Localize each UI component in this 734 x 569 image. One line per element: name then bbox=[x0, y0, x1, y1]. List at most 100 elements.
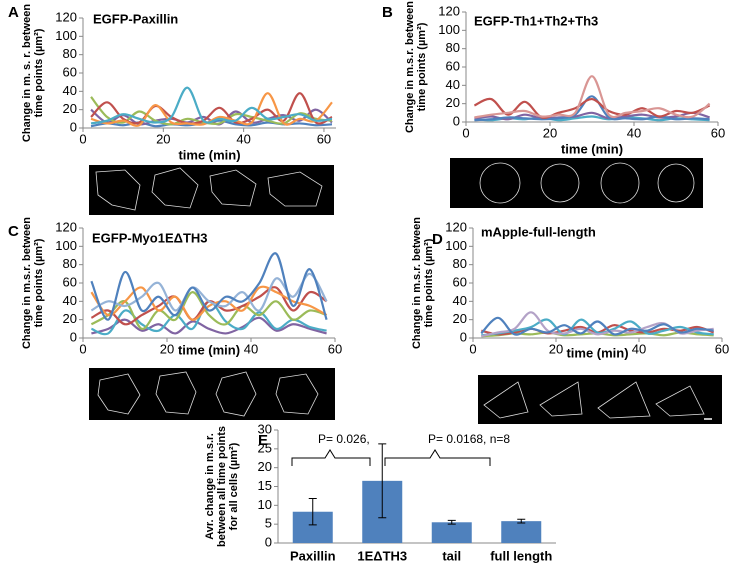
cell-outline bbox=[215, 371, 257, 417]
line-series bbox=[90, 92, 333, 125]
x-tick-label: 60 bbox=[328, 341, 342, 356]
cell-outline bbox=[655, 385, 705, 417]
y-tick-label: 120 bbox=[438, 3, 460, 18]
y-tick-label: 60 bbox=[446, 58, 460, 73]
y-axis-label: Change in m.s.r. between bbox=[411, 217, 423, 349]
x-tick-label: 0 bbox=[469, 341, 476, 356]
bracket bbox=[291, 449, 371, 466]
line-series bbox=[481, 318, 714, 337]
panel-label: E bbox=[258, 432, 268, 449]
cell-outline bbox=[600, 162, 640, 204]
y-tick-label: 30 bbox=[258, 421, 272, 436]
error-bar bbox=[308, 498, 317, 526]
line-series bbox=[90, 86, 333, 125]
chart-title: EGFP-Th1+Th2+Th3 bbox=[474, 13, 598, 28]
line-series bbox=[474, 95, 710, 122]
y-tick-label: 80 bbox=[63, 256, 77, 271]
y-tick-label: 20 bbox=[63, 311, 77, 326]
x-tick-label: 60 bbox=[715, 341, 729, 356]
x-tick-label: 20 bbox=[156, 131, 170, 146]
y-tick-label: 0 bbox=[460, 329, 467, 344]
y-tick-label: 100 bbox=[438, 22, 460, 37]
y-tick-label: 5 bbox=[265, 516, 272, 531]
cell-image bbox=[478, 375, 722, 424]
bar bbox=[501, 521, 542, 543]
y-tick-label: 0 bbox=[70, 329, 77, 344]
x-tick-label: 40 bbox=[236, 131, 250, 146]
chart-title: mApple-full-length bbox=[481, 224, 596, 239]
cell-outline bbox=[540, 163, 580, 203]
cell-outline bbox=[95, 169, 141, 211]
bar bbox=[431, 522, 472, 543]
y-axis-label: Change in m. s. r. between bbox=[21, 4, 33, 142]
x-tick-label: 0 bbox=[79, 341, 86, 356]
y-tick-label: 60 bbox=[453, 274, 467, 289]
y-tick-label: 60 bbox=[63, 64, 77, 79]
line-series bbox=[90, 291, 327, 330]
y-axis-label: Change in m.s.r. between bbox=[404, 1, 416, 133]
cell-outline bbox=[479, 162, 521, 204]
y-tick-label: 0 bbox=[453, 113, 460, 128]
y-tick-label: 20 bbox=[63, 101, 77, 116]
line-series bbox=[90, 285, 328, 321]
y-tick-label: 120 bbox=[55, 219, 77, 234]
cell-outline bbox=[155, 371, 197, 415]
x-tick-label: full length bbox=[490, 548, 552, 563]
y-tick-label: 100 bbox=[445, 238, 467, 253]
x-tick-label: 60 bbox=[317, 131, 331, 146]
y-tick-label: 100 bbox=[55, 238, 77, 253]
y-tick-label: 20 bbox=[453, 311, 467, 326]
x-tick-label: 20 bbox=[549, 341, 563, 356]
y-tick-label: 15 bbox=[258, 478, 272, 493]
y-tick-label: 120 bbox=[55, 9, 77, 24]
panel-label: C bbox=[8, 223, 19, 240]
cell-outline bbox=[483, 381, 529, 419]
cell-outline bbox=[657, 163, 695, 203]
y-tick-label: 80 bbox=[453, 256, 467, 271]
y-tick-label: 120 bbox=[445, 219, 467, 234]
y-axis-label: time points (µm²) bbox=[33, 28, 45, 117]
y-axis-label: time points (µm²) bbox=[33, 238, 45, 327]
x-tick-label: 20 bbox=[543, 125, 557, 140]
cell-images bbox=[89, 158, 722, 424]
annotation: P= 0.026, bbox=[318, 432, 370, 446]
panel-label: A bbox=[8, 4, 19, 21]
cell-outline bbox=[539, 381, 583, 417]
line-series bbox=[480, 316, 714, 336]
y-axis-label: between all time points bbox=[216, 426, 228, 547]
x-tick-label: 40 bbox=[244, 341, 258, 356]
x-tick-label: Paxillin bbox=[290, 548, 336, 563]
x-tick-label: 0 bbox=[462, 125, 469, 140]
x-axis-label: time (min) bbox=[178, 147, 240, 162]
y-tick-label: 40 bbox=[446, 77, 460, 92]
y-axis-label: for all cells (µm²) bbox=[228, 442, 240, 530]
y-axis-label: time points (µm²) bbox=[423, 238, 435, 327]
y-tick-label: 80 bbox=[446, 40, 460, 55]
y-tick-label: 20 bbox=[446, 95, 460, 110]
y-axis-label: time points (µm²) bbox=[416, 22, 428, 111]
x-tick-label: 0 bbox=[79, 131, 86, 146]
chart-title: EGFP-Myo1EΔTH3 bbox=[92, 230, 208, 245]
x-tick-label: 40 bbox=[632, 341, 646, 356]
y-tick-label: 0 bbox=[70, 119, 77, 134]
y-tick-label: 10 bbox=[258, 497, 272, 512]
significance-brackets bbox=[291, 449, 491, 466]
cell-outline bbox=[267, 171, 323, 207]
y-tick-label: 20 bbox=[258, 459, 272, 474]
annotation: P= 0.0168, n=8 bbox=[428, 432, 510, 446]
error-bar bbox=[517, 518, 526, 524]
cell-outline bbox=[209, 169, 257, 207]
line-series bbox=[90, 252, 328, 321]
y-tick-label: 40 bbox=[63, 83, 77, 98]
cell-outline bbox=[151, 167, 199, 209]
x-tick-label: 20 bbox=[160, 341, 174, 356]
y-tick-label: 25 bbox=[258, 440, 272, 455]
y-tick-label: 100 bbox=[55, 28, 77, 43]
y-tick-label: 0 bbox=[265, 534, 272, 549]
chart-title: EGFP-Paxillin bbox=[93, 11, 178, 26]
y-tick-label: 60 bbox=[63, 274, 77, 289]
error-bar bbox=[378, 443, 387, 519]
bracket bbox=[384, 449, 491, 466]
panel-label: D bbox=[432, 231, 443, 248]
